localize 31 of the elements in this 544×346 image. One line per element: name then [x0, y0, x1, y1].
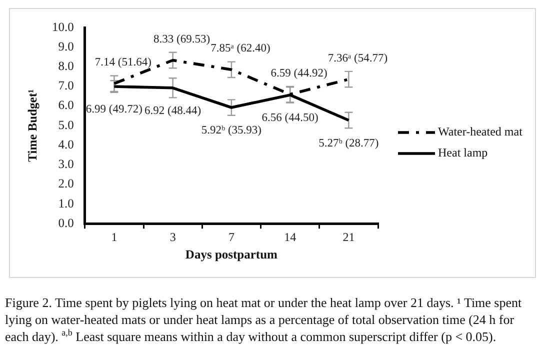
x-tick-label: 1 — [111, 230, 118, 244]
caption: Figure 2. Time spent by piglets lying on heat mat or under the heat lamp over 21 days. ¹ Time spent lying on water-heated mats or under heat lamps as a percentage of total observation time (24 h for each day). $^{a,b}$ Least square means within a day without a common superscript differ (p < 0.05). — [5, 295, 522, 344]
y-tick-label: 10.0 — [52, 20, 74, 34]
data-label: 8.33 (69.53) — [154, 33, 210, 46]
y-axis-title: Time Budget¹ — [26, 88, 40, 162]
data-label: 5.92ᵇ (35.93) — [201, 124, 262, 137]
x-axis-title: Days postpartum — [185, 248, 278, 262]
y-tick-label: 6.0 — [58, 98, 74, 112]
x-tick-label: 14 — [284, 230, 296, 244]
x-tick-label: 21 — [342, 230, 355, 244]
legend-label: Water-heated mat — [438, 124, 524, 139]
data-label: 6.59 (44.92) — [270, 67, 328, 80]
y-tick-label: 9.0 — [58, 39, 74, 54]
data-label: 7.85ᵃ (62.40) — [210, 42, 270, 55]
data-label: 5.27ᵇ (28.77) — [318, 137, 379, 150]
legend-label: Heat lamp — [438, 146, 488, 160]
y-tick-label: 2.0 — [58, 176, 74, 191]
y-tick-label: 4.0 — [58, 137, 74, 152]
x-tick-label: 3 — [170, 230, 176, 244]
y-tick-label: 3.0 — [58, 157, 74, 172]
data-label: 6.99 (49.72) — [86, 104, 143, 116]
y-tick-label: 1.0 — [58, 196, 74, 210]
y-tick-label: 5.0 — [58, 118, 74, 132]
data-label: 6.56 (44.50) — [262, 112, 318, 124]
data-label: 7.14 (51.64) — [94, 56, 152, 69]
x-tick-label: 7 — [228, 230, 234, 244]
y-tick-label: 7.0 — [58, 78, 74, 93]
y-tick-label: 0.0 — [58, 216, 74, 230]
data-label: 7.36ᵃ (54.77) — [328, 52, 388, 64]
data-label: 6.92 (48.44) — [144, 104, 202, 117]
y-tick-label: 8.0 — [58, 59, 74, 73]
